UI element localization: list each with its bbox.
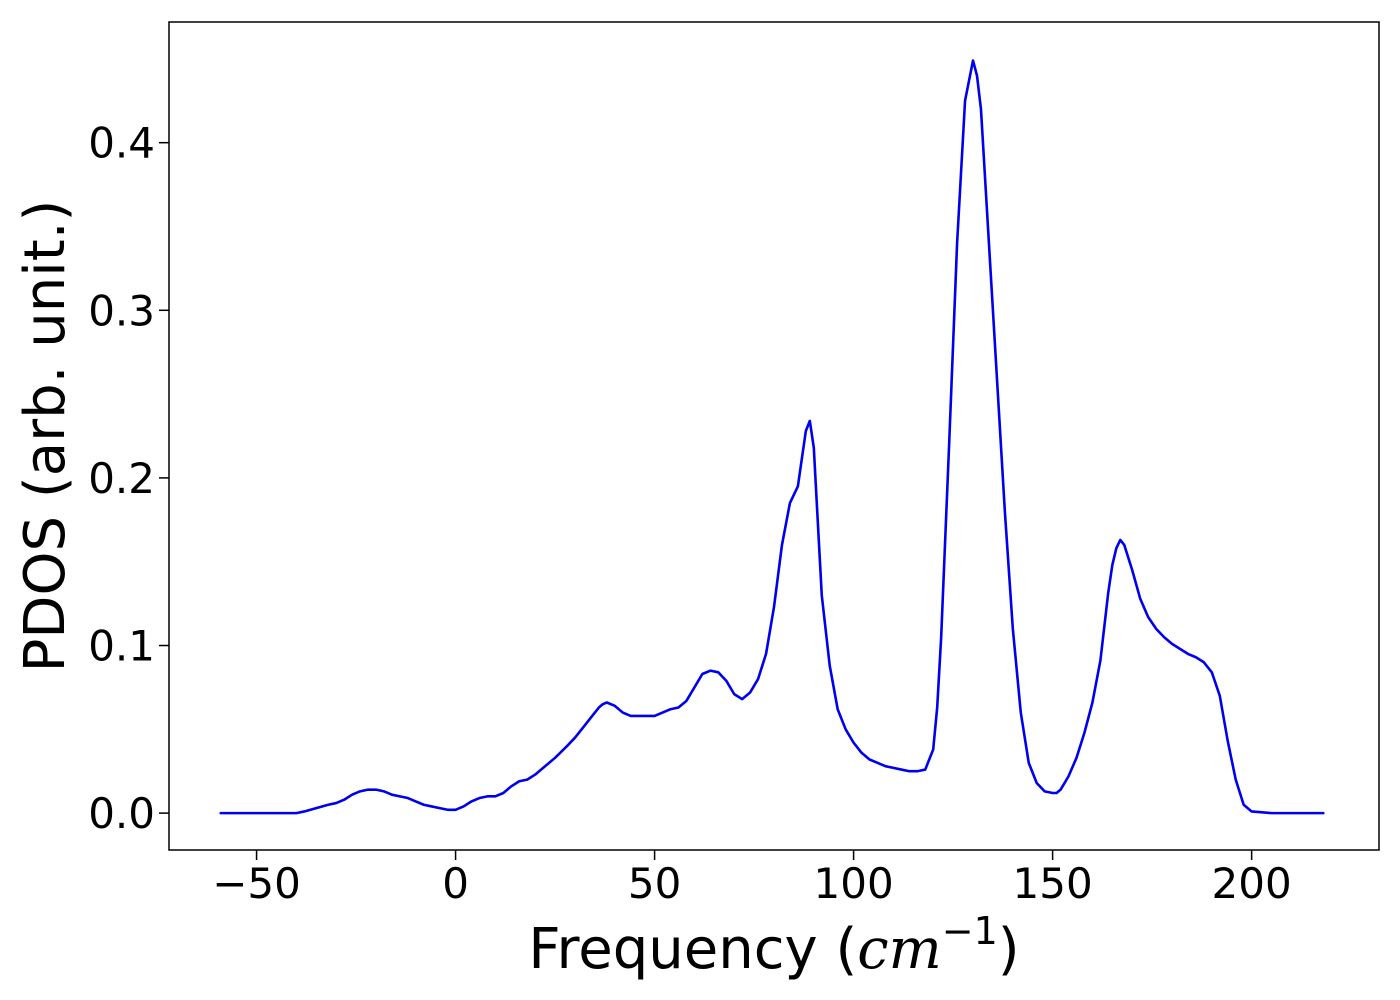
x-axis-label-prefix: Frequency ( xyxy=(528,917,857,982)
x-tick-label: 150 xyxy=(1013,859,1093,908)
x-axis-ticks: −50 0 50 100 150 200 xyxy=(212,850,1292,908)
x-tick-label: 100 xyxy=(814,859,894,908)
y-tick-label: 0.3 xyxy=(88,286,155,335)
x-tick-label: 0 xyxy=(442,859,469,908)
plot-frame xyxy=(168,21,1380,851)
x-tick-label: −50 xyxy=(212,859,301,908)
x-axis-label-suffix: ) xyxy=(998,917,1020,982)
pdos-series-line xyxy=(219,59,1325,815)
x-axis-label-exponent: −1 xyxy=(942,909,998,953)
x-tick-label: 200 xyxy=(1212,859,1292,908)
y-tick-label: 0.2 xyxy=(88,454,155,503)
y-tick-label: 0.4 xyxy=(88,119,155,168)
y-tick-label: 0.0 xyxy=(88,789,155,838)
x-axis-label: Frequency (cm−1) xyxy=(528,909,1019,982)
x-axis-label-unit: cm xyxy=(857,917,941,982)
y-axis-ticks: 0.0 0.1 0.2 0.3 0.4 xyxy=(88,119,169,838)
y-tick-label: 0.1 xyxy=(88,622,155,671)
plot-area xyxy=(219,59,1325,815)
y-axis-label: PDOS (arb. unit.) xyxy=(13,200,78,673)
x-tick-label: 50 xyxy=(628,859,681,908)
